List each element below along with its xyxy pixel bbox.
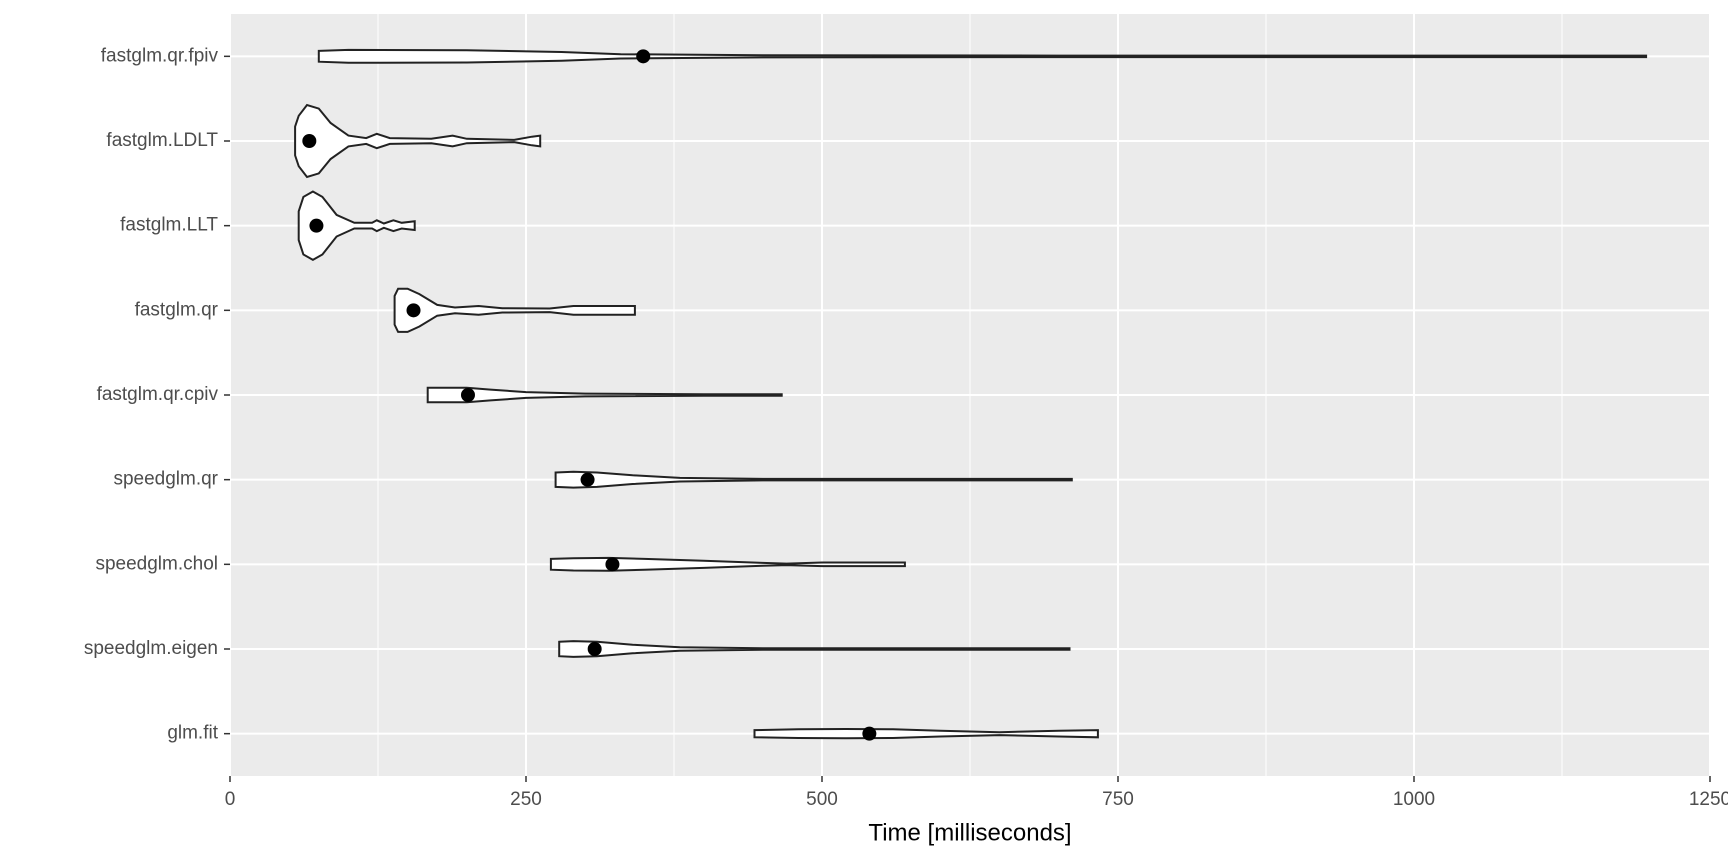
violin [393, 287, 636, 333]
violin [558, 640, 1071, 658]
median-point [302, 134, 317, 148]
median-point [460, 388, 475, 402]
violin [753, 727, 1099, 740]
y-tick-label: fastglm.qr.fpiv [101, 45, 219, 66]
median-point [580, 472, 595, 487]
y-tick-label: fastglm.LLT [120, 215, 218, 236]
y-tick-label: fastglm.LDLT [106, 130, 218, 151]
y-tick-label: fastglm.qr.cpiv [97, 384, 219, 405]
x-tick-label: 1000 [1393, 789, 1435, 810]
median-point [587, 642, 602, 656]
y-tick-label: speedglm.eigen [84, 638, 218, 659]
median-point [862, 726, 877, 741]
median-point [636, 49, 651, 64]
median-point [406, 303, 421, 318]
violin [317, 48, 1648, 64]
violin [554, 470, 1073, 489]
x-tick-label: 1250 [1689, 789, 1728, 810]
x-tick-label: 500 [806, 789, 838, 810]
violin [549, 556, 906, 572]
y-tick-label: speedglm.qr [113, 469, 218, 490]
violin [426, 386, 783, 404]
x-tick-label: 250 [510, 789, 542, 810]
violin [297, 190, 416, 262]
y-tick-label: fastglm.qr [135, 299, 219, 320]
x-tick-label: 750 [1102, 789, 1134, 810]
x-tick-label: 0 [225, 789, 236, 810]
x-axis-title: Time [milliseconds] [868, 819, 1071, 846]
y-tick-label: glm.fit [167, 723, 218, 744]
y-tick-label: speedglm.chol [95, 553, 218, 574]
median-point [605, 557, 620, 572]
median-point [309, 218, 324, 233]
violin [294, 103, 542, 179]
